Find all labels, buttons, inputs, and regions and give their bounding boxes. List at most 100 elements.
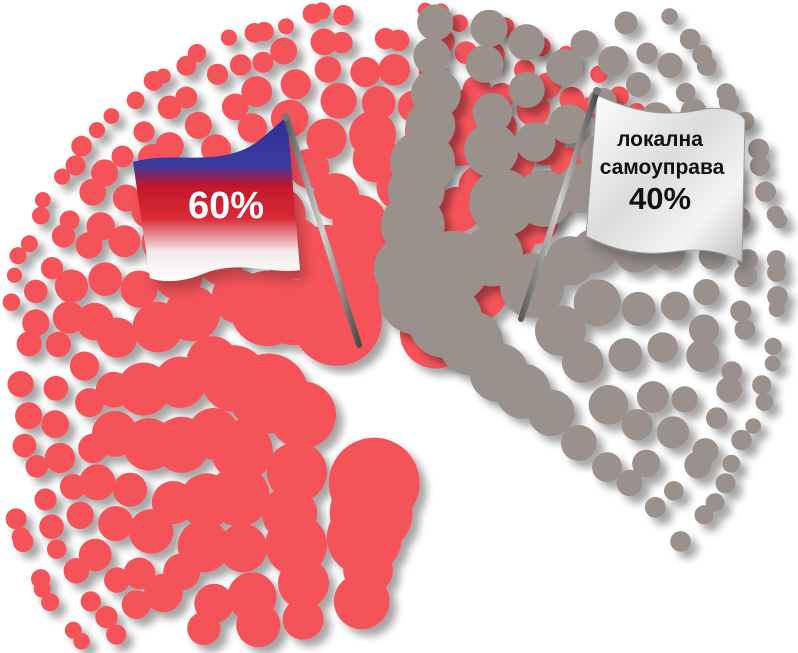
pie-slice-1-dot <box>41 410 70 439</box>
pie-slice-1-dot <box>450 14 469 33</box>
pie-slice-2-dot <box>721 361 743 382</box>
pie-slice-2-dot <box>696 56 717 76</box>
pie-slice-2-dot <box>413 37 451 75</box>
pie-slice-1-dot <box>76 302 114 341</box>
pie-slice-2-dot <box>472 93 513 133</box>
pie-slice-2-dot <box>670 531 691 552</box>
pie-slice-1-dot <box>104 567 130 593</box>
flag-1-cloth <box>133 116 300 282</box>
pie-slice-2-dot <box>644 496 666 518</box>
pie-slice-1-dot <box>78 433 108 464</box>
pie-slice-1-dot <box>59 210 80 231</box>
pie-slice-1-dot <box>64 621 82 639</box>
pie-slice-1-dot <box>25 455 49 478</box>
pie-slice-1-dot <box>306 118 347 159</box>
pie-slice-1-dot <box>6 267 23 283</box>
pie-slice-2-dot <box>693 279 720 306</box>
pie-slice-1-dot <box>121 590 151 619</box>
pie-slice-2-dot <box>688 314 720 345</box>
flag-slice-1: 60% <box>133 113 362 348</box>
pie-slice-1-dot <box>80 591 102 612</box>
pie-slice-2-dot <box>621 409 653 441</box>
pie-slice-2-dot <box>570 30 599 58</box>
pie-slice-2-dot <box>561 341 604 384</box>
pie-slice-1-dot <box>280 69 311 100</box>
pie-slice-1-dot <box>313 2 331 20</box>
pie-slice-2-dot <box>764 355 781 372</box>
pie-slice-1-dot <box>266 441 328 503</box>
flag-2-pole <box>518 88 600 322</box>
pie-slice-2-dot <box>560 425 597 461</box>
pie-slice-2-dot <box>771 213 788 229</box>
pie-slice-1-dot <box>79 464 116 501</box>
pie-slice-1-dot <box>5 508 27 530</box>
pie-slice-2-dot <box>549 104 589 144</box>
pie-slice-1-dot <box>270 37 298 65</box>
pie-slice-2-dot <box>722 454 741 473</box>
flag-2-value-label: 40% <box>629 181 691 216</box>
pie-slice-1-dot <box>252 51 274 73</box>
pie-slice-1-dot <box>11 527 31 547</box>
flag-2-label-line-1: локална <box>617 128 703 151</box>
pie-slice-1-dot <box>333 573 390 630</box>
pie-slice-1-dot <box>155 68 171 84</box>
pie-slice-1-dot <box>7 371 34 398</box>
pie-slice-1-dot <box>128 509 174 554</box>
pie-slice-1-dot <box>24 279 48 304</box>
pie-slice-1-dot <box>349 111 397 159</box>
pie-slice-1-dot <box>95 371 132 408</box>
pie-slice-2-dot <box>705 493 725 512</box>
pie-slice-1-dot <box>54 168 71 185</box>
pie-slice-2-dot <box>664 481 684 501</box>
pie-slice-1-dot <box>88 262 123 296</box>
pie-slice-1-dot <box>278 18 294 35</box>
pie-slice-1-dot <box>144 573 183 613</box>
pie-slice-2-dot <box>621 291 656 327</box>
pie-slice-1-dot <box>179 473 235 529</box>
pie-slice-2-dot <box>508 24 545 61</box>
pie-slice-2-dot <box>464 122 519 177</box>
pie-slice-2-dot <box>767 262 787 283</box>
pie-slice-1-dot <box>187 44 207 63</box>
pie-slice-1-dot <box>282 598 324 640</box>
pie-slice-2-dot <box>515 121 556 162</box>
pie-slice-1-dot <box>108 225 141 258</box>
pie-slice-2-dot <box>614 11 638 35</box>
pie-slice-2-dot <box>573 279 621 327</box>
pie-slice-2-dot <box>764 337 782 356</box>
pie-slice-1-dot <box>41 593 60 612</box>
pie-slice-2-dot <box>588 385 629 425</box>
pie-slice-1-dot <box>31 569 51 589</box>
pie-slice-1-dot <box>330 31 353 54</box>
pie-slice-2-dot <box>528 389 575 437</box>
pie-slice-1-dot <box>32 206 50 225</box>
pie-slice-1-dot <box>312 173 360 220</box>
pie-slice-2-dot <box>636 381 669 414</box>
pie-slice-1-dot <box>350 57 381 88</box>
pie-slice-1-dot <box>314 56 342 83</box>
pie-slice-1-dot <box>46 539 67 559</box>
pie-slice-1-dot <box>320 82 357 119</box>
pie-slice-2-dot <box>718 91 740 113</box>
pie-slice-1-dot <box>126 91 145 110</box>
pie-slice-1-dot <box>22 309 50 337</box>
pie-slice-1-dot <box>12 433 37 458</box>
pie-slice-2-dot <box>661 8 678 25</box>
pie-slice-2-dot <box>767 286 788 307</box>
pie-slice-1-dot <box>44 442 76 474</box>
pie-slice-2-dot <box>694 505 714 525</box>
pie-slice-1-dot <box>66 501 94 529</box>
pie-slice-1-dot <box>45 331 71 358</box>
flag-1-value-label: 60% <box>188 185 264 227</box>
pie-slice-1-dot <box>123 557 156 590</box>
pie-slice-2-dot <box>657 52 683 79</box>
pie-slice-1-dot <box>157 95 182 120</box>
pie-slice-1-dot <box>112 184 140 212</box>
pie-slice-1-dot <box>310 28 338 56</box>
pie-slice-2-dot <box>684 451 712 479</box>
pie-slice-1-dot <box>106 624 127 645</box>
pie-slice-2-dot <box>752 375 772 395</box>
pie-slice-2-dot <box>598 46 629 77</box>
pie-slice-2-dot <box>706 407 728 429</box>
